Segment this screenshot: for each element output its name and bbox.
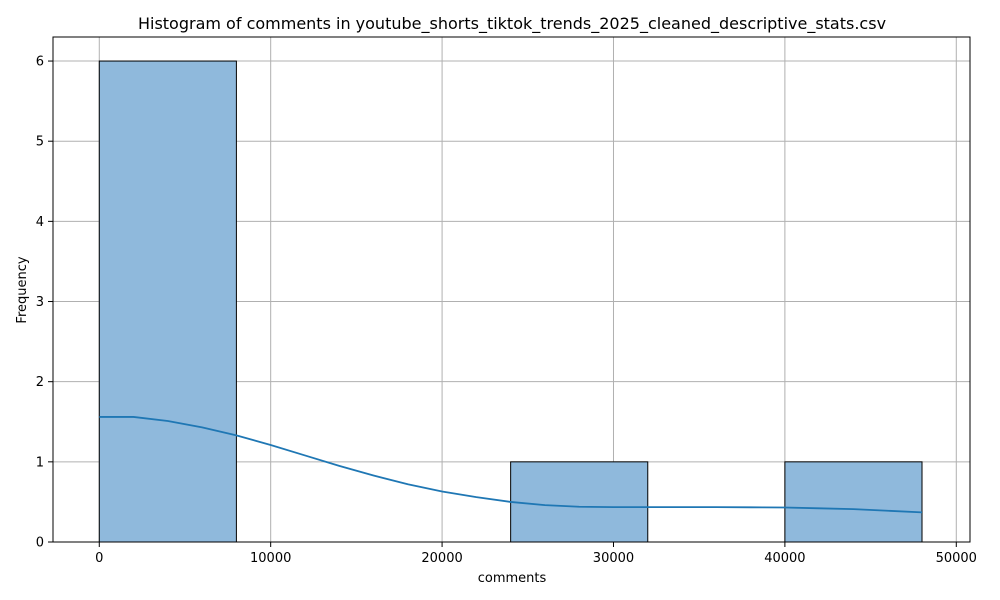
x-tick-label: 30000 [593, 551, 634, 566]
axes [52, 36, 971, 543]
plot-frame [52, 36, 971, 543]
y-tick-label: 2 [36, 375, 44, 390]
x-tick-label: 20000 [421, 551, 462, 566]
kde-curve [99, 416, 923, 514]
x-tick-label: 50000 [936, 551, 977, 566]
tick-labels: 0 10000 20000 30000 40000 50000 0 1 2 3 4 5 6 [36, 55, 977, 566]
y-tick-label: 0 [36, 536, 44, 551]
y-tick-label: 4 [36, 215, 44, 230]
histogram-bars [98, 60, 923, 543]
histogram-bar [784, 461, 923, 543]
chart-title: Histogram of comments in youtube_shorts_… [138, 14, 886, 34]
x-tick-label: 10000 [250, 551, 291, 566]
x-axis-label: comments [478, 571, 547, 586]
kde-curve-group [99, 416, 923, 514]
x-tick-label: 40000 [764, 551, 805, 566]
x-tick-label: 0 [95, 551, 103, 566]
y-axis-label: Frequency [15, 256, 30, 323]
y-tick-label: 5 [36, 135, 44, 150]
y-tick-label: 6 [36, 55, 44, 70]
histogram-bar [510, 461, 649, 543]
histogram-bar [98, 60, 237, 543]
y-tick-label: 1 [36, 455, 44, 470]
y-tick-label: 3 [36, 295, 44, 310]
